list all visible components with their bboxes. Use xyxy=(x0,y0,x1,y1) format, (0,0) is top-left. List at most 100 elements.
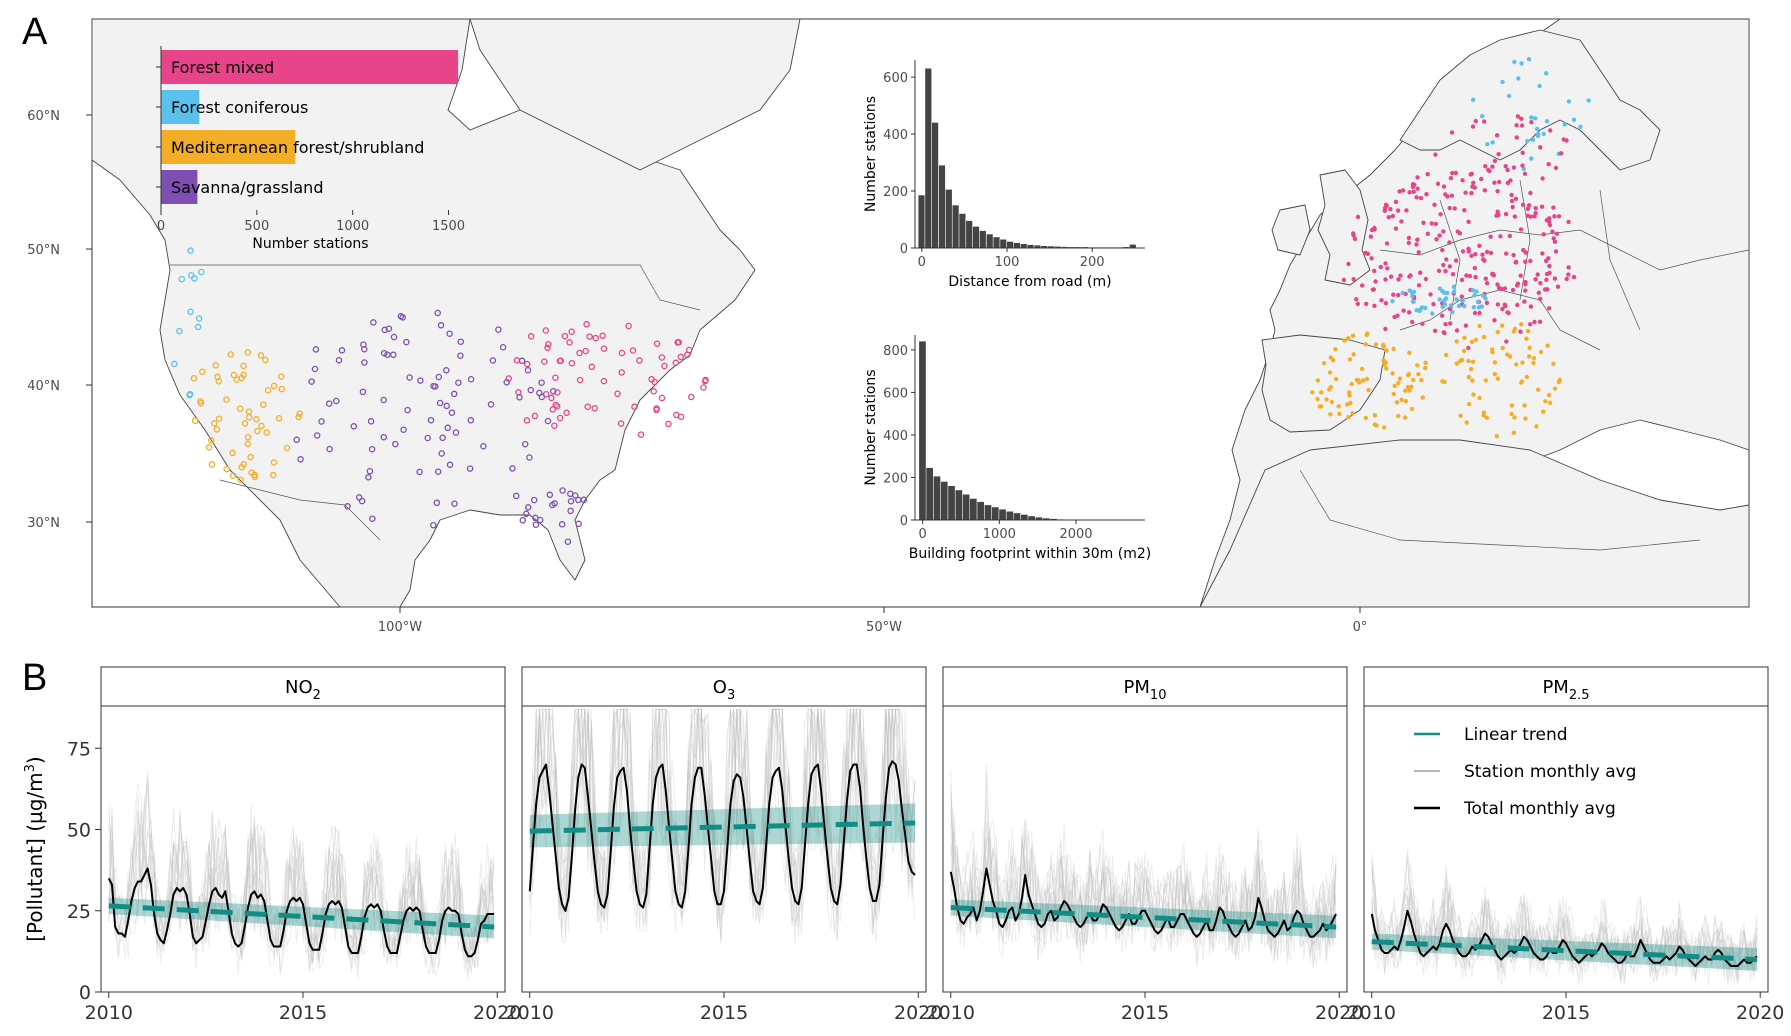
station-point-us-forest-mixed xyxy=(700,384,707,391)
station-point-us-savanna xyxy=(446,330,453,337)
station-point-us-savanna xyxy=(433,499,441,507)
station-point-us-south-savanna xyxy=(551,500,558,507)
station-point-us-forest-mixed xyxy=(653,340,661,347)
station-point-us-forest-mixed xyxy=(552,374,559,381)
station-point-eu-alps xyxy=(1442,298,1447,303)
station-point-eu-scandinavia xyxy=(1534,126,1540,131)
station-point-us-savanna xyxy=(439,434,446,442)
station-point-eu-alps xyxy=(1474,289,1479,294)
station-point-eu-forest-mixed xyxy=(1484,249,1490,255)
station-point-us-savanna xyxy=(436,399,444,407)
station-point-eu-forest-mixed xyxy=(1537,319,1543,324)
station-point-eu-alps xyxy=(1418,307,1423,312)
station-point-eu-italy xyxy=(1552,386,1558,391)
station-point-eu-italy xyxy=(1469,339,1475,344)
station-point-eu-forest-mixed xyxy=(1504,251,1509,256)
hist-bar xyxy=(991,507,999,520)
bar-xlabel: Number stations xyxy=(252,236,368,252)
strip-sub: 2 xyxy=(313,688,321,703)
station-point-eu-iberia xyxy=(1423,360,1428,365)
lat-tick-50: 50°N xyxy=(27,243,60,258)
station-point-eu-forest-mixed xyxy=(1495,302,1501,307)
station-point-us-savanna xyxy=(380,433,388,441)
station-point-eu-forest-mixed xyxy=(1536,290,1542,295)
station-point-us-savanna xyxy=(467,417,475,424)
station-point-us-mediterranean xyxy=(270,382,278,390)
trend-line xyxy=(108,903,495,930)
station-point-eu-forest-mixed xyxy=(1372,268,1377,274)
station-point-us-savanna xyxy=(457,352,464,359)
station-point-eu-forest-mixed xyxy=(1411,189,1416,194)
station-point-eu-forest-mixed xyxy=(1564,276,1569,282)
station-point-eu-forest-mixed xyxy=(1539,204,1545,209)
station-point-us-savanna xyxy=(368,445,376,453)
station-point-us-mediterranean xyxy=(244,433,252,441)
hist-bar xyxy=(1000,239,1007,248)
station-point-eu-forest-mixed xyxy=(1438,212,1443,217)
station-point-us-savanna xyxy=(444,424,452,432)
station-line xyxy=(1371,862,1758,983)
station-point-eu-scandinavia xyxy=(1529,156,1534,161)
station-point-eu-iberia xyxy=(1328,384,1334,390)
station-point-us-forest-mixed xyxy=(582,347,589,355)
station-point-eu-iberia xyxy=(1347,357,1353,362)
station-point-eu-forest-mixed xyxy=(1432,328,1438,333)
distance-histogram: 0 200 400 600 0 100 200 Distance from road (m) N… xyxy=(845,50,1185,308)
station-point-eu-italy xyxy=(1509,411,1514,417)
station-point-eu-italy xyxy=(1484,415,1490,420)
hist-bar xyxy=(1034,245,1041,248)
strip-sub: 3 xyxy=(727,688,735,703)
station-point-eu-baltic xyxy=(1490,164,1495,169)
station-point-eu-iberia xyxy=(1372,422,1378,427)
station-point-eu-italy xyxy=(1511,329,1517,334)
station-point-us-forest-mixed xyxy=(548,394,555,402)
station-point-us-savanna xyxy=(446,461,454,469)
station-point-eu-forest-mixed xyxy=(1415,186,1420,191)
hist-bar xyxy=(986,234,993,248)
b-xtick-label: 2010 xyxy=(506,1002,554,1024)
station-point-us-forest-mixed xyxy=(665,420,672,428)
station-point-us-savanna xyxy=(524,366,532,374)
station-point-eu-forest-mixed xyxy=(1424,192,1429,197)
bar-label: Mediterranean forest/shrubland xyxy=(171,138,424,157)
station-point-us-mediterranean xyxy=(253,416,260,423)
station-line xyxy=(529,708,916,927)
station-line xyxy=(950,795,1337,959)
station-point-eu-forest-mixed xyxy=(1414,195,1419,200)
hist-bg xyxy=(845,50,1185,308)
station-point-eu-alps xyxy=(1462,303,1467,309)
station-point-eu-forest-mixed xyxy=(1513,260,1518,265)
station-point-eu-italy xyxy=(1525,328,1531,334)
strip-sub: 2.5 xyxy=(1569,688,1590,703)
hist-bar xyxy=(1050,518,1057,520)
hist-ytick-label: 400 xyxy=(883,429,908,444)
station-point-eu-forest-mixed xyxy=(1441,229,1446,234)
station-line xyxy=(529,708,916,944)
station-point-us-savanna xyxy=(438,450,445,457)
station-point-us-savanna xyxy=(550,387,557,395)
station-line xyxy=(1371,889,1758,983)
station-point-eu-baltic xyxy=(1519,123,1525,128)
station-point-us-forest-mixed xyxy=(545,340,552,348)
station-point-eu-italy xyxy=(1536,387,1541,392)
strip-main: O xyxy=(713,677,727,698)
station-point-eu-forest-mixed xyxy=(1515,302,1520,308)
station-point-eu-scandinavia xyxy=(1500,79,1505,85)
station-point-eu-forest-mixed xyxy=(1441,184,1447,189)
station-point-eu-forest-mixed xyxy=(1523,279,1528,285)
station-point-eu-forest-mixed xyxy=(1437,233,1442,238)
station-point-us-mediterranean xyxy=(275,415,283,422)
station-point-us-forest-mixed xyxy=(625,322,632,330)
station-point-us-savanna xyxy=(333,397,340,405)
station-point-eu-forest-mixed xyxy=(1368,234,1374,239)
station-point-eu-italy xyxy=(1490,350,1495,355)
station-point-eu-iberia xyxy=(1406,371,1412,377)
station-point-eu-alps xyxy=(1472,293,1477,298)
trend-line xyxy=(1371,939,1758,962)
station-point-eu-alps xyxy=(1448,303,1454,308)
station-point-us-coniferous xyxy=(187,247,194,254)
station-line xyxy=(950,806,1337,966)
map-panel: 60°N 50°N 40°N 30°N 100°W 50°W 0° Forest… xyxy=(27,18,1750,635)
station-point-eu-italy xyxy=(1531,360,1536,366)
africa-land xyxy=(1199,439,1750,608)
